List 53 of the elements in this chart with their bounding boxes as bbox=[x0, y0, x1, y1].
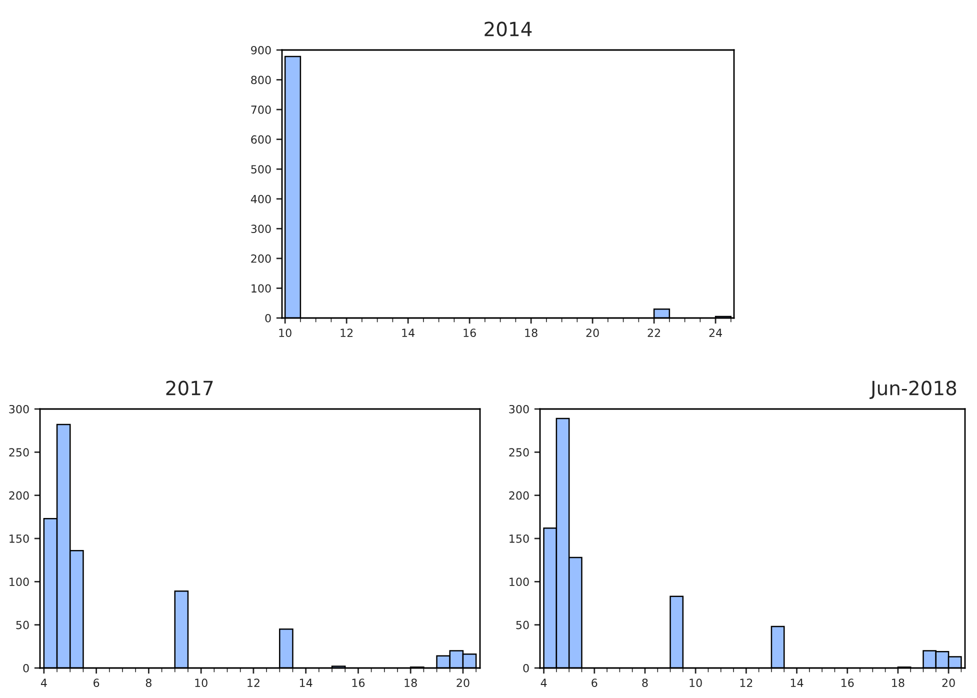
x-tick-label: 20 bbox=[942, 678, 955, 688]
x-tick-label: 14 bbox=[402, 328, 415, 337]
y-tick-label: 800 bbox=[251, 76, 271, 84]
x-tick-label: 14 bbox=[790, 678, 804, 687]
x-tick-label: 10 bbox=[690, 678, 702, 688]
y-tick-label: 300 bbox=[509, 404, 529, 414]
x-tick-label: 18 bbox=[525, 328, 538, 338]
x-tick-label: 6 bbox=[94, 678, 100, 688]
x-tick-label: 8 bbox=[642, 678, 648, 688]
y-tick-label: 100 bbox=[10, 578, 29, 586]
y-tick-label: 0 bbox=[523, 664, 529, 672]
y-tick-label: 300 bbox=[251, 224, 271, 234]
x-tick-label: 24 bbox=[709, 328, 722, 337]
x-tick-label: 12 bbox=[740, 678, 752, 687]
y-tick-label: 300 bbox=[9, 404, 29, 414]
x-tick-label: 16 bbox=[842, 678, 854, 688]
y-tick-label: 100 bbox=[252, 284, 271, 293]
y-tick-label: 600 bbox=[251, 135, 271, 144]
x-tick-label: 16 bbox=[464, 328, 476, 338]
y-tick-label: 900 bbox=[251, 46, 271, 54]
y-tick-label: 250 bbox=[9, 448, 29, 457]
x-tick-label: 4 bbox=[40, 678, 47, 687]
x-tick-label: 6 bbox=[592, 678, 598, 688]
y-tick-label: 700 bbox=[251, 106, 271, 114]
y-tick-label: 0 bbox=[265, 314, 271, 322]
y-tick-label: 200 bbox=[509, 491, 529, 500]
x-tick-label: 4 bbox=[540, 678, 547, 687]
x-tick-label: 14 bbox=[300, 678, 312, 687]
x-tick-label: 10 bbox=[195, 678, 208, 688]
y-tick-label: 150 bbox=[10, 534, 29, 543]
x-tick-label: 12 bbox=[340, 328, 353, 337]
y-tick-label: 250 bbox=[509, 448, 529, 457]
y-tick-label: 500 bbox=[251, 165, 271, 174]
y-tick-label: 150 bbox=[510, 534, 529, 543]
x-tick-label: 8 bbox=[146, 678, 152, 688]
y-tick-label: 50 bbox=[516, 620, 529, 630]
y-tick-label: 200 bbox=[251, 254, 271, 263]
x-tick-label: 16 bbox=[352, 678, 365, 688]
y-tick-label: 400 bbox=[250, 194, 271, 204]
x-tick-label: 20 bbox=[456, 678, 470, 688]
x-tick-label: 18 bbox=[404, 678, 417, 688]
x-tick-label: 18 bbox=[892, 678, 904, 688]
x-tick-label: 20 bbox=[586, 328, 599, 338]
y-tick-label: 50 bbox=[16, 620, 29, 630]
chart-title: 2017 bbox=[166, 380, 213, 396]
x-tick-label: 10 bbox=[279, 328, 292, 338]
x-tick-label: 22 bbox=[648, 328, 660, 337]
chart-title: 2014 bbox=[484, 22, 532, 36]
x-tick-label: 12 bbox=[248, 678, 260, 687]
chart-title: Jun-2018 bbox=[870, 380, 956, 400]
y-tick-label: 100 bbox=[510, 578, 529, 586]
y-tick-label: 0 bbox=[23, 664, 29, 672]
y-tick-label: 200 bbox=[9, 491, 29, 500]
